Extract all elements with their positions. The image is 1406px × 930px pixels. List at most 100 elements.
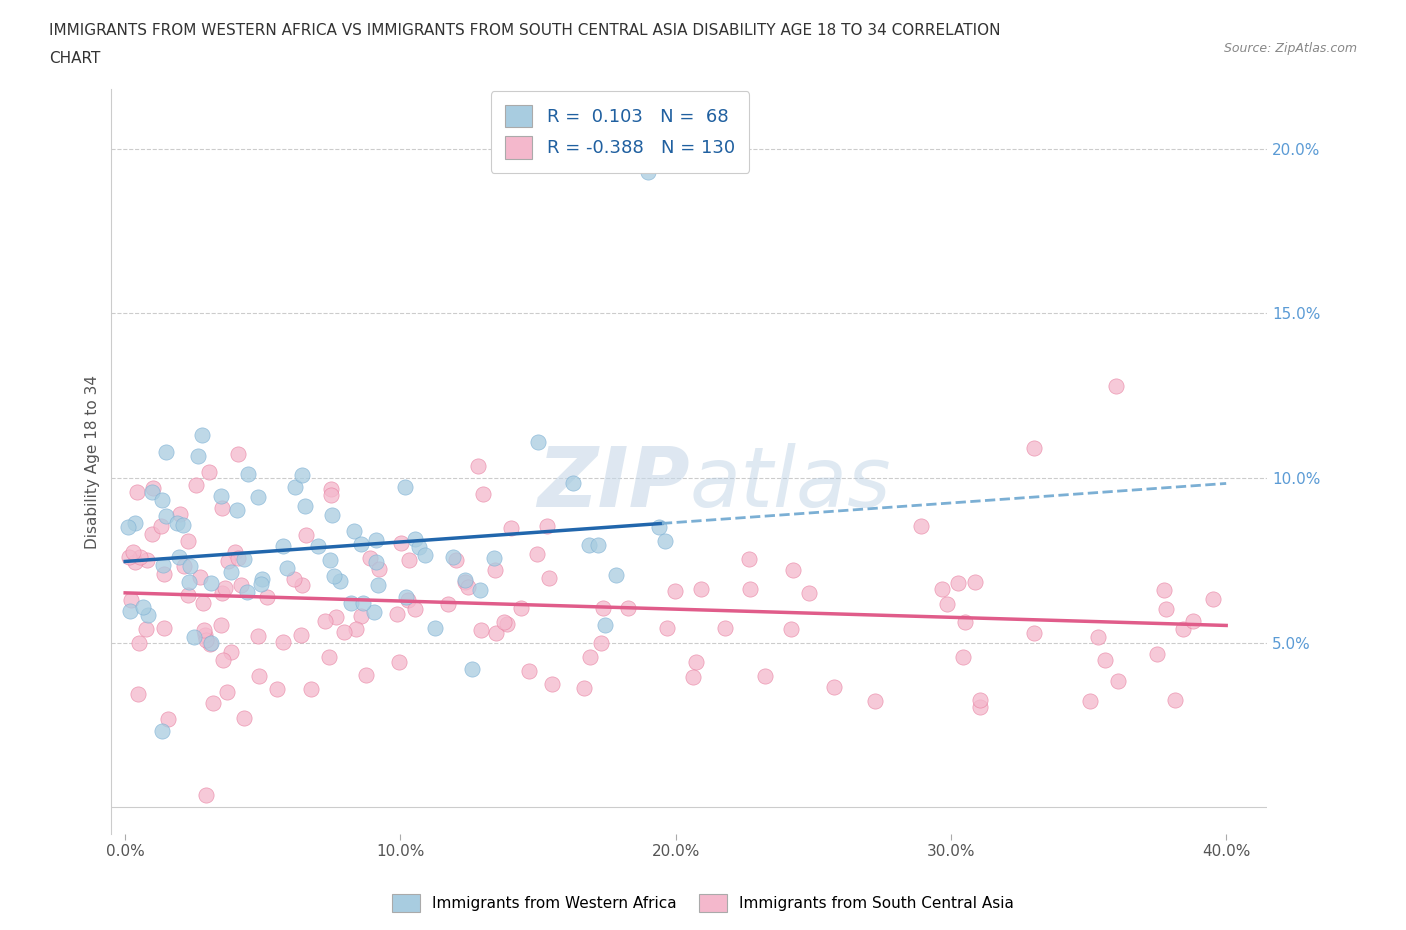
Point xyxy=(318,650,340,665)
Point xyxy=(188,569,211,584)
Point xyxy=(141,526,163,541)
Point xyxy=(215,684,238,699)
Point xyxy=(179,558,201,573)
Point xyxy=(782,563,804,578)
Point xyxy=(346,621,368,636)
Point xyxy=(454,574,477,589)
Point xyxy=(572,681,595,696)
Point xyxy=(595,618,617,632)
Point xyxy=(484,563,506,578)
Point xyxy=(425,620,447,635)
Point xyxy=(823,679,845,694)
Point xyxy=(329,574,352,589)
Point xyxy=(592,601,614,616)
Point xyxy=(404,531,426,546)
Point xyxy=(396,592,419,607)
Point xyxy=(654,534,676,549)
Point xyxy=(284,479,307,494)
Point xyxy=(648,519,671,534)
Point xyxy=(132,599,155,614)
Point xyxy=(212,652,235,667)
Point xyxy=(323,568,346,583)
Point xyxy=(155,445,177,459)
Point xyxy=(485,626,508,641)
Point xyxy=(616,601,638,616)
Point xyxy=(233,711,256,725)
Text: ZIP: ZIP xyxy=(537,444,689,525)
Point xyxy=(537,571,560,586)
Point xyxy=(120,592,142,607)
Point xyxy=(1022,441,1045,456)
Point xyxy=(152,620,174,635)
Point xyxy=(664,584,686,599)
Point xyxy=(578,649,600,664)
Y-axis label: Disability Age 18 to 34: Disability Age 18 to 34 xyxy=(86,375,100,549)
Point xyxy=(441,550,464,565)
Point xyxy=(470,582,492,597)
Text: CHART: CHART xyxy=(49,51,101,66)
Point xyxy=(1154,602,1177,617)
Point xyxy=(169,507,191,522)
Point xyxy=(437,596,460,611)
Point xyxy=(256,590,278,604)
Point xyxy=(364,554,387,569)
Point xyxy=(495,617,517,631)
Point xyxy=(191,428,214,443)
Legend: R =  0.103   N =  68, R = -0.388   N = 130: R = 0.103 N = 68, R = -0.388 N = 130 xyxy=(491,91,749,173)
Point xyxy=(444,552,467,567)
Point xyxy=(963,575,986,590)
Point xyxy=(359,551,381,565)
Point xyxy=(166,515,188,530)
Point xyxy=(385,606,408,621)
Point xyxy=(226,502,249,517)
Point xyxy=(266,682,288,697)
Point xyxy=(1087,630,1109,644)
Point xyxy=(233,552,256,567)
Point xyxy=(454,573,477,588)
Point xyxy=(117,520,139,535)
Point xyxy=(1202,591,1225,606)
Point xyxy=(356,668,378,683)
Point xyxy=(714,621,737,636)
Point xyxy=(589,635,612,650)
Point xyxy=(150,493,173,508)
Point xyxy=(177,587,200,602)
Point xyxy=(142,481,165,496)
Point xyxy=(176,534,198,549)
Point xyxy=(129,550,152,565)
Point xyxy=(173,559,195,574)
Point xyxy=(333,625,356,640)
Point xyxy=(193,623,215,638)
Point xyxy=(578,538,600,552)
Point xyxy=(198,636,221,651)
Point xyxy=(501,521,523,536)
Point xyxy=(307,538,329,553)
Point xyxy=(209,618,232,632)
Point xyxy=(319,487,342,502)
Point xyxy=(271,635,294,650)
Point xyxy=(200,635,222,650)
Point xyxy=(124,516,146,531)
Point xyxy=(1171,622,1194,637)
Point xyxy=(276,560,298,575)
Point xyxy=(637,165,659,179)
Point xyxy=(128,635,150,650)
Point xyxy=(472,486,495,501)
Point xyxy=(363,604,385,619)
Point xyxy=(517,664,540,679)
Point xyxy=(1146,646,1168,661)
Point xyxy=(1024,625,1046,640)
Point xyxy=(536,519,558,534)
Point xyxy=(198,465,221,480)
Point xyxy=(540,677,562,692)
Point xyxy=(122,545,145,560)
Point xyxy=(398,552,420,567)
Point xyxy=(221,565,243,579)
Point xyxy=(236,584,259,599)
Point xyxy=(352,595,374,610)
Point xyxy=(457,579,479,594)
Point xyxy=(195,633,218,648)
Point xyxy=(246,628,269,643)
Point xyxy=(200,576,222,591)
Point xyxy=(655,620,678,635)
